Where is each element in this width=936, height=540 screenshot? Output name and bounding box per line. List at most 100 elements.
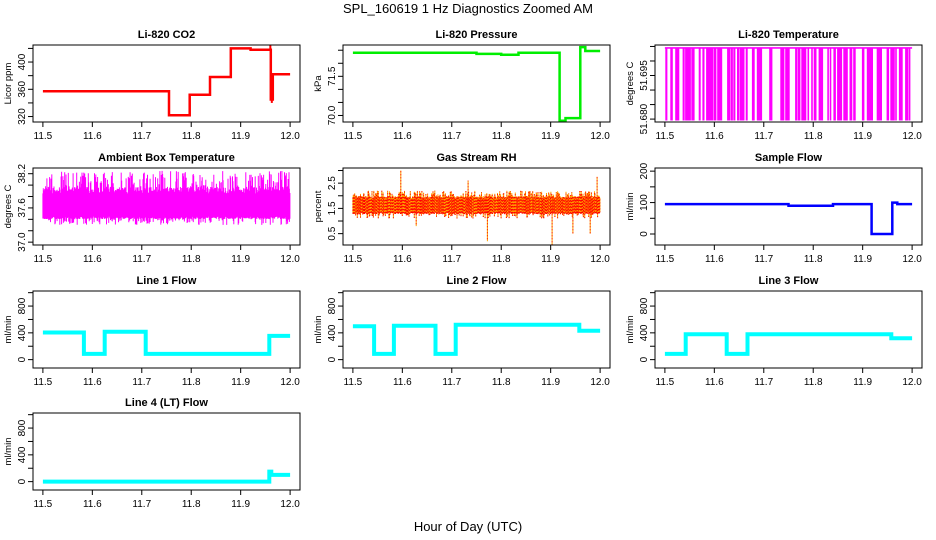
plot-box [32,412,301,491]
x-tick-label: 11.6 [705,131,724,142]
plot-box [342,167,611,246]
x-tick-label: 12.0 [280,131,300,142]
panel-title: Line 4 (LT) Flow [125,397,208,409]
plot-box [342,44,611,123]
plot-box [654,290,923,369]
y-tick-label: 320 [17,108,28,125]
y-tick-label: 400 [327,324,338,341]
y-tick-label: 51.680 [639,103,650,134]
x-tick-label: 11.5 [344,254,363,265]
panel-line-4-lt-flow: Line 4 (LT) Flow 11.5 11.6 11.7 11.8 11.9 12.0… [3,397,301,510]
plot-box [654,44,923,123]
x-tick-label: 11.8 [492,131,511,142]
series-line [664,332,913,356]
y-axis-label: ml/min [625,316,636,344]
x-tick-label: 11.8 [182,499,201,510]
series-line [42,47,291,117]
panel-sample-flow: Sample Flow 11.5 11.6 11.7 11.8 11.9 12.0 0 100 2… [625,152,923,265]
x-tick-label: 11.9 [231,254,250,265]
series-line [664,47,913,121]
x-tick-label: 11.9 [853,131,872,142]
panel-line-3-flow: Line 3 Flow 11.5 11.6 11.7 11.8 11.9 12.0 0 400 8… [625,275,923,388]
y-tick-label: 200 [639,162,650,179]
x-tick-label: 12.0 [280,377,300,388]
x-tick-label: 11.5 [344,377,363,388]
panel-gas-stream-rh: Gas Stream RH 11.5 11.6 11.7 11.8 11.9 12.0 0.5… [313,152,611,265]
x-tick-label: 11.8 [492,254,511,265]
panel-title: Line 1 Flow [137,275,197,287]
x-tick-label: 11.7 [442,131,461,142]
x-tick-label: 12.0 [902,254,922,265]
y-tick-label: 0 [17,478,28,484]
x-tick-label: 11.5 [34,499,53,510]
series-line [42,329,291,356]
y-axis-label: ml/min [313,316,324,344]
x-tick-label: 12.0 [590,131,610,142]
panel-title: Line 2 Flow [447,275,507,287]
x-tick-label: 11.6 [393,131,412,142]
y-axis-label: ml/min [3,438,14,466]
panel-line-2-flow: Line 2 Flow 11.5 11.6 11.7 11.8 11.9 12.0 0 400 8… [313,275,611,388]
y-tick-label: 100 [639,194,650,211]
y-tick-label: 800 [327,297,338,314]
x-tick-label: 11.5 [656,254,675,265]
x-tick-label: 11.9 [541,131,560,142]
x-tick-label: 12.0 [590,254,610,265]
series-line [664,201,913,236]
y-tick-label: 2.5 [327,176,338,190]
y-tick-label: 0 [17,356,28,362]
panel-title: Li-820 Pressure [436,29,518,41]
x-tick-label: 11.9 [541,377,560,388]
panel-line-1-flow: Line 1 Flow 11.5 11.6 11.7 11.8 11.9 12.0 0 400 8… [3,275,301,388]
series-line-overlay [352,170,601,245]
x-tick-label: 11.9 [541,254,560,265]
y-tick-label: 400 [17,324,28,341]
y-tick-label: 51.695 [639,60,650,91]
x-tick-label: 11.5 [34,254,53,265]
y-tick-label: 71.5 [327,66,338,86]
x-tick-label: 11.8 [804,377,823,388]
y-axis-label: ml/min [625,193,636,221]
panel-title: Li-820 CO2 [138,29,195,41]
x-tick-label: 11.9 [231,377,250,388]
x-tick-label: 11.7 [132,499,151,510]
x-tick-label: 12.0 [280,499,300,510]
y-tick-label: 70.0 [327,105,338,125]
y-tick-label: 400 [17,446,28,463]
panel-li-820-pressure: Li-820 Pressure 11.5 11.6 11.7 11.8 11.9 12.0 7… [313,29,611,142]
x-tick-label: 11.7 [132,254,151,265]
x-tick-label: 11.5 [34,131,53,142]
y-axis-label: degrees C [625,61,636,105]
plot-box [32,290,301,369]
x-tick-label: 11.6 [83,254,102,265]
x-tick-label: 11.7 [754,254,773,265]
y-tick-label: 37.0 [17,232,28,252]
series-line [42,170,291,225]
y-tick-label: 400 [639,324,650,341]
y-tick-label: 800 [17,297,28,314]
y-tick-label: 37.6 [17,198,28,218]
panel-title: Ambient Box Temperature [98,152,235,164]
x-tick-label: 11.8 [492,377,511,388]
series-line [42,469,291,484]
panel-li-820-co2: Li-820 CO2 11.5 11.6 11.7 11.8 11.9 12.0 320 360… [3,29,301,142]
y-axis-label: kPa [313,75,324,92]
y-tick-label: 0 [327,356,338,362]
x-tick-label: 12.0 [590,377,610,388]
x-tick-label: 12.0 [902,377,922,388]
y-tick-label: 360 [17,81,28,98]
x-tick-label: 11.7 [442,377,461,388]
panel-title: Li-820 Temperature [738,29,839,41]
plot-box [342,290,611,369]
y-axis-label: ml/min [3,316,14,344]
y-tick-label: 1.5 [327,201,338,215]
y-axis-label: percent [313,190,324,222]
x-tick-label: 11.6 [705,377,724,388]
x-tick-label: 11.6 [705,254,724,265]
x-tick-label: 11.6 [83,377,102,388]
x-tick-label: 11.5 [344,131,363,142]
x-tick-label: 11.8 [804,254,823,265]
x-tick-label: 11.7 [754,377,773,388]
x-tick-label: 11.6 [393,254,412,265]
x-tick-label: 12.0 [902,131,922,142]
